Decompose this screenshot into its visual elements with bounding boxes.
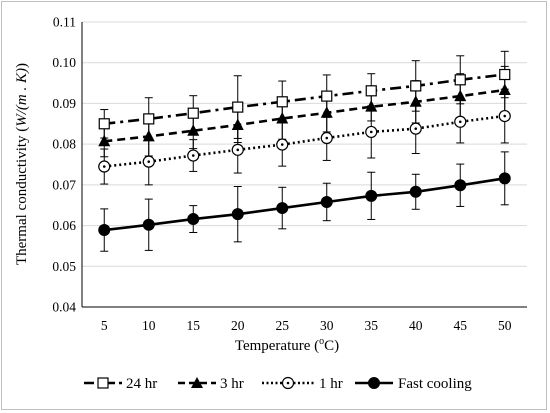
series-line-fast-cooling — [104, 177, 506, 232]
x-tick-label: 45 — [454, 318, 468, 333]
legend-item-1hr: 1 hr — [262, 376, 343, 392]
marker-center-1-hr — [102, 165, 106, 168]
legend-item-fast-cooling: Fast cooling — [355, 376, 472, 392]
marker-fast-cooling — [276, 202, 289, 215]
x-tick-label: 50 — [498, 318, 512, 333]
marker-24-hr — [365, 85, 377, 97]
marker-3-hr — [454, 89, 467, 102]
series-line-3-hr — [104, 88, 505, 143]
marker-3-hr — [409, 95, 422, 107]
marker-fast-cooling — [187, 213, 200, 226]
marker-3-hr — [276, 111, 289, 124]
y-tick-label: 0.04 — [52, 300, 76, 315]
marker-center-1-hr — [280, 143, 284, 146]
legend-marker-1hr-dot — [286, 381, 290, 385]
x-tick-label: 20 — [231, 318, 245, 333]
marker-fast-cooling — [98, 224, 111, 237]
marker-3-hr — [98, 134, 111, 147]
legend-marker-fast-cooling — [368, 377, 380, 389]
y-tick-labels: 0.04 0.05 0.06 0.07 0.08 0.09 0.10 0.11 — [52, 15, 76, 315]
y-tick-label: 0.10 — [52, 55, 76, 70]
marker-fast-cooling — [231, 208, 244, 221]
marker-24-hr — [499, 68, 511, 81]
legend: 24 hr 3 hr 1 hr Fast cooling — [84, 376, 472, 392]
series-line-24-hr — [104, 73, 505, 126]
marker-3-hr — [142, 129, 155, 142]
marker-3-hr — [365, 100, 378, 112]
x-tick-labels: 5 10 15 20 25 30 35 40 45 50 — [101, 318, 512, 333]
marker-3-hr — [320, 106, 333, 118]
marker-center-1-hr — [369, 130, 373, 134]
marker-center-1-hr — [503, 114, 507, 118]
marker-24-hr — [187, 107, 199, 119]
marker-3-hr — [231, 118, 244, 131]
y-tick-label: 0.05 — [52, 259, 76, 274]
marker-fast-cooling — [409, 185, 422, 198]
legend-item-24hr: 24 hr — [84, 376, 157, 392]
marker-3-hr — [498, 83, 511, 95]
legend-label-fast-cooling: Fast cooling — [398, 376, 472, 392]
series-lines — [104, 73, 506, 232]
axes — [81, 22, 527, 308]
marker-24-hr — [143, 113, 155, 125]
legend-marker-24hr — [97, 377, 109, 389]
y-tick-label: 0.06 — [52, 218, 76, 233]
y-tick-label: 0.07 — [52, 177, 76, 192]
marker-fast-cooling — [142, 218, 155, 231]
gridlines — [82, 21, 527, 267]
legend-marker-3hr — [191, 377, 203, 388]
marker-24-hr — [321, 90, 333, 102]
legend-label-24hr: 24 hr — [126, 376, 157, 392]
y-tick-label: 0.11 — [53, 15, 76, 30]
marker-24-hr — [410, 80, 422, 92]
x-tick-label: 5 — [101, 318, 108, 333]
x-axis-label: Temperature (oC) — [235, 336, 339, 354]
marker-fast-cooling — [365, 189, 378, 202]
x-tick-label: 30 — [320, 318, 334, 333]
x-tick-label: 15 — [187, 318, 201, 333]
marker-fast-cooling — [454, 179, 467, 192]
marker-fast-cooling — [320, 195, 333, 208]
x-tick-label: 35 — [365, 318, 379, 333]
marker-center-1-hr — [147, 160, 151, 163]
marker-center-1-hr — [191, 154, 195, 157]
marker-center-1-hr — [325, 136, 329, 140]
marker-center-1-hr — [458, 120, 462, 124]
marker-fast-cooling — [498, 172, 511, 185]
y-tick-label: 0.09 — [52, 96, 76, 111]
y-axis-label: Thermal conductivity (W/(m . K)) — [14, 63, 30, 265]
x-tick-label: 25 — [276, 318, 290, 333]
series-line-1-hr — [104, 114, 505, 168]
marker-center-1-hr — [414, 127, 418, 130]
marker-24-hr — [98, 118, 110, 130]
marker-24-hr — [232, 101, 244, 113]
marker-center-1-hr — [236, 148, 240, 152]
legend-item-3hr: 3 hr — [178, 376, 244, 392]
data-markers — [98, 68, 511, 237]
legend-label-3hr: 3 hr — [220, 376, 244, 392]
x-tick-label: 10 — [142, 318, 156, 333]
marker-3-hr — [187, 124, 200, 136]
legend-label-1hr: 1 hr — [319, 376, 343, 392]
marker-24-hr — [454, 74, 466, 86]
marker-24-hr — [276, 96, 288, 108]
y-tick-label: 0.08 — [52, 137, 76, 152]
x-tick-label: 40 — [409, 318, 423, 333]
